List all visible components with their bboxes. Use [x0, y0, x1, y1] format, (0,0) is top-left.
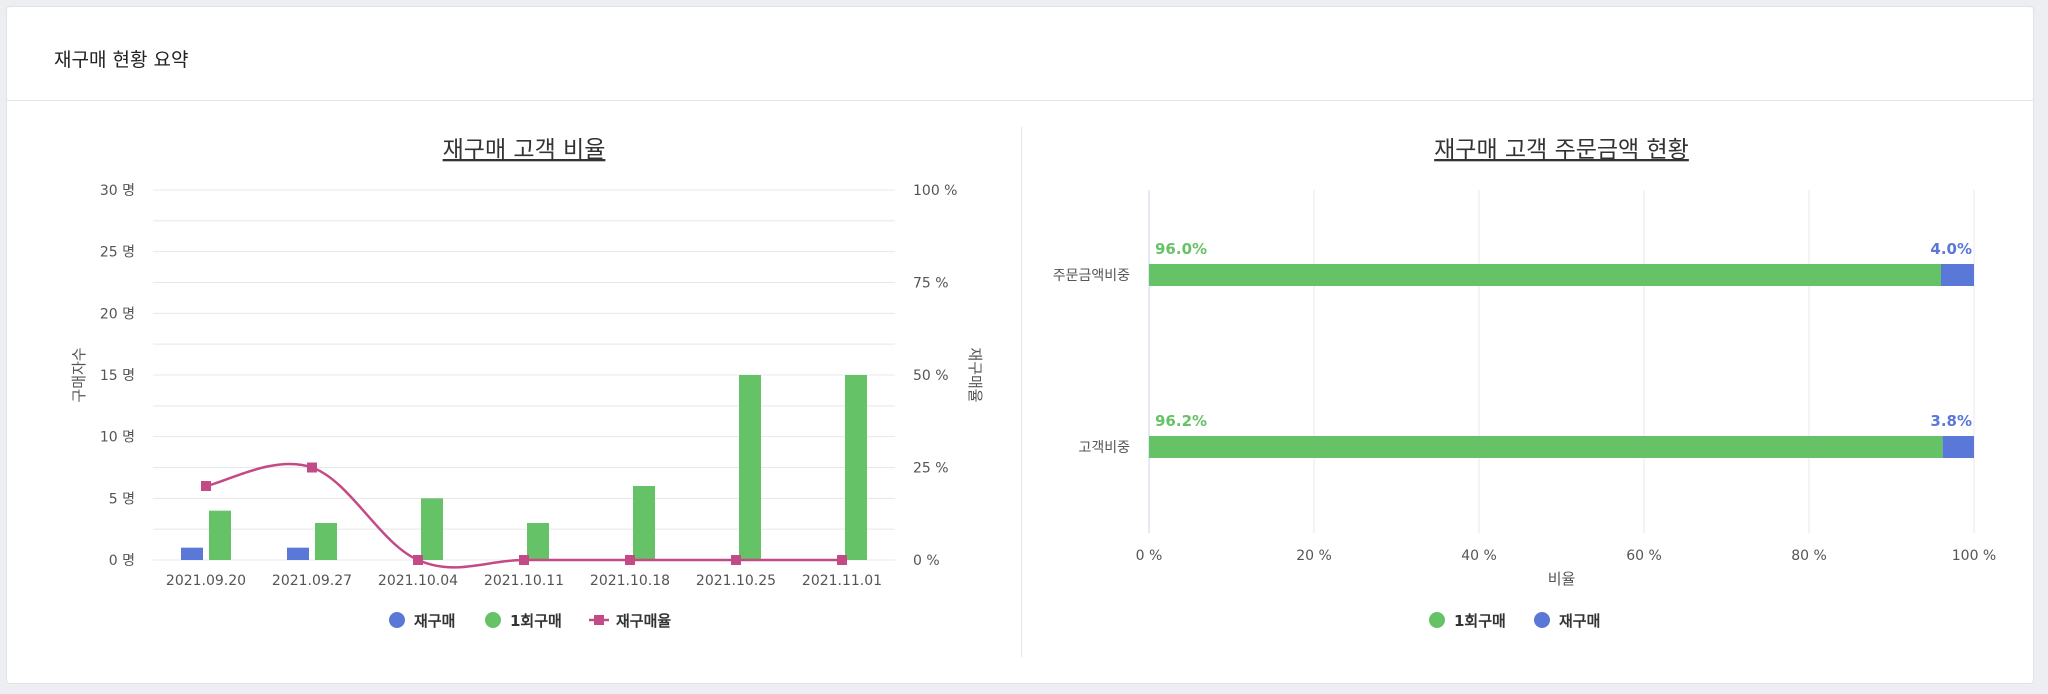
y2-tick-label: 75 %	[913, 276, 949, 292]
bar-single-purchase	[527, 523, 549, 560]
bar-repurchase	[181, 547, 203, 560]
bar-single-purchase	[739, 375, 761, 560]
y2-tick-label: 50 %	[913, 368, 949, 384]
repurchase-rate-point	[413, 555, 423, 565]
bar-single-purchase	[421, 498, 443, 560]
x-tick-label: 2021.10.11	[484, 573, 564, 589]
x-tick-label: 2021.10.04	[378, 573, 458, 589]
repurchase-rate-point	[519, 555, 529, 565]
y2-axis-label: 재구매율	[966, 347, 984, 402]
y-tick-label: 15 명	[100, 368, 135, 384]
y-axis-label: 구매자수	[70, 347, 88, 402]
repurchase-rate-point	[837, 555, 847, 565]
x-tick-label: 2021.10.18	[590, 573, 670, 589]
legend-label: 재구매율	[616, 612, 671, 630]
y-tick-label: 0 명	[109, 553, 135, 569]
y-tick-label: 25 명	[100, 245, 135, 261]
y-tick-label: 5 명	[109, 491, 135, 507]
card-header: 재구매 현황 요약	[7, 7, 2033, 101]
y-tick-label: 20 명	[100, 306, 135, 322]
chart-title: 재구매 고객 비율	[443, 137, 606, 163]
chart-divider	[1021, 127, 1022, 657]
y2-tick-label: 0 %	[913, 553, 940, 569]
repurchase-rate-point	[731, 555, 741, 565]
bar-single-purchase	[845, 375, 867, 560]
x-tick-label: 2021.09.20	[166, 573, 246, 589]
bar-single-purchase	[209, 510, 231, 560]
repurchase-rate-point	[625, 555, 635, 565]
legend-swatch-rate-point	[594, 615, 604, 625]
legend-swatch-repurchase	[389, 612, 405, 628]
legend-label: 1회구매	[510, 612, 562, 630]
legend-label: 재구매	[414, 612, 455, 630]
repurchase-rate-point	[307, 462, 317, 473]
bar-single-purchase	[315, 523, 337, 560]
legend-swatch-single-purchase	[485, 612, 501, 628]
card-title: 재구매 현황 요약	[54, 49, 189, 71]
y-tick-label: 10 명	[100, 430, 135, 446]
x-tick-label: 2021.10.25	[696, 573, 776, 589]
bar-repurchase	[287, 547, 309, 560]
repurchase-rate-point	[201, 481, 211, 491]
y2-tick-label: 25 %	[913, 461, 949, 477]
x-tick-label: 2021.11.01	[802, 573, 882, 589]
y-tick-label: 30 명	[100, 183, 135, 199]
bar-single-purchase	[633, 486, 655, 560]
y2-tick-label: 100 %	[913, 183, 957, 199]
x-tick-label: 2021.09.27	[272, 573, 352, 589]
summary-card: 재구매 현황 요약	[6, 6, 2034, 684]
